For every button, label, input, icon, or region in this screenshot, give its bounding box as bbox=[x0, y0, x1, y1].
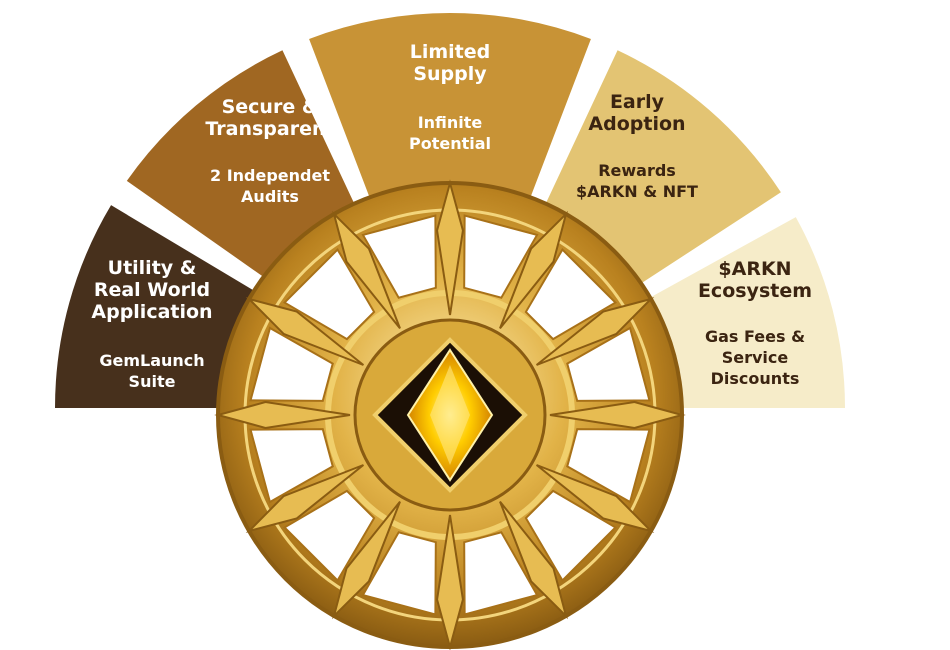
segment-ecosystem-title: $ARKN Ecosystem bbox=[697, 258, 813, 302]
segment-secure-subtitle: 2 Independet Audits bbox=[210, 166, 330, 206]
segment-adoption-subtitle: Rewards $ARKN & NFT bbox=[576, 161, 698, 201]
segment-adoption-title: Early Adoption bbox=[588, 91, 686, 135]
segment-supply bbox=[309, 13, 591, 222]
segment-utility-title: Utility & Real World Application bbox=[91, 257, 213, 323]
segment-utility bbox=[55, 205, 279, 408]
gold-coin-diamond-icon bbox=[214, 179, 686, 650]
segment-utility-subtitle: GemLaunch Suite bbox=[99, 351, 205, 391]
segment-secure-title: Secure & Transparent bbox=[205, 96, 335, 140]
segment-supply-subtitle: Infinite Potential bbox=[408, 113, 492, 153]
segment-ecosystem bbox=[625, 217, 845, 408]
segment-supply-title: Limited Supply bbox=[409, 41, 491, 85]
segment-ecosystem-subtitle: Gas Fees & Service Discounts bbox=[704, 327, 806, 388]
